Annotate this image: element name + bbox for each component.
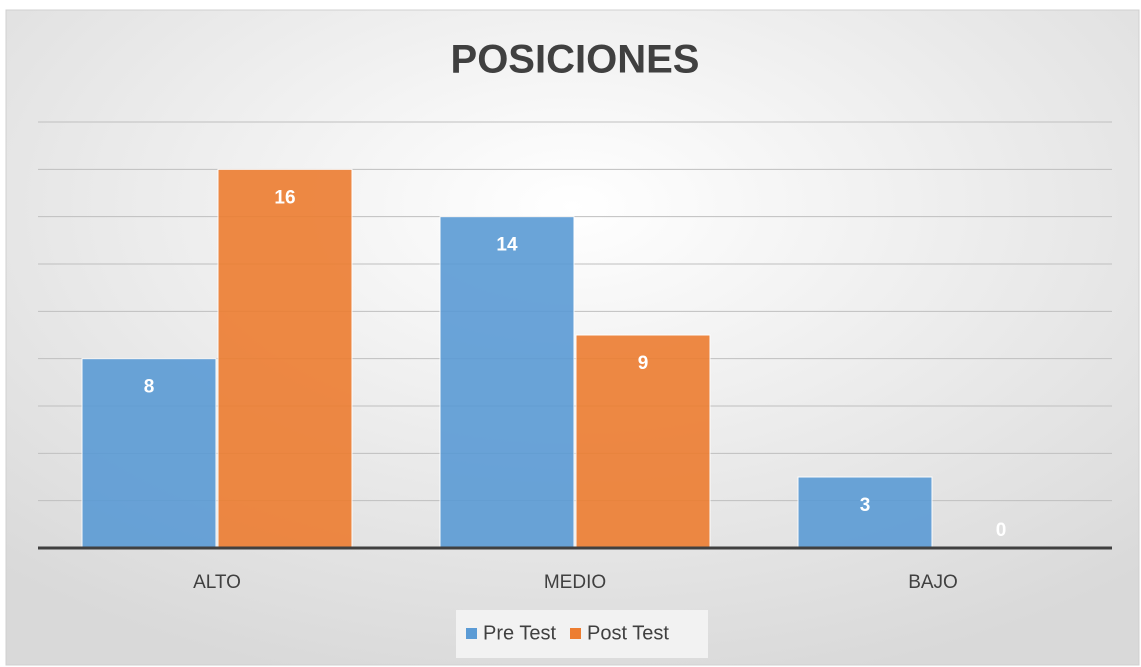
legend-swatch	[570, 628, 581, 639]
data-label: 14	[496, 235, 518, 256]
bar	[575, 334, 711, 549]
bar	[439, 216, 575, 549]
bar	[217, 168, 353, 549]
bar	[797, 476, 933, 549]
x-tick-label: BAJO	[908, 572, 958, 593]
legend-label: Pre Test	[483, 622, 556, 644]
x-tick-label: MEDIO	[544, 572, 606, 593]
data-label: 8	[144, 377, 155, 398]
bar	[81, 358, 217, 549]
chart-title: POSICIONES	[451, 38, 700, 82]
legend-swatch	[466, 628, 477, 639]
data-label: 0	[996, 520, 1007, 541]
data-label: 16	[274, 187, 295, 208]
x-tick-label: ALTO	[193, 572, 241, 593]
legend-label: Post Test	[587, 622, 669, 644]
legend-box	[456, 610, 708, 658]
data-label: 9	[638, 353, 649, 374]
data-label: 3	[860, 495, 871, 516]
